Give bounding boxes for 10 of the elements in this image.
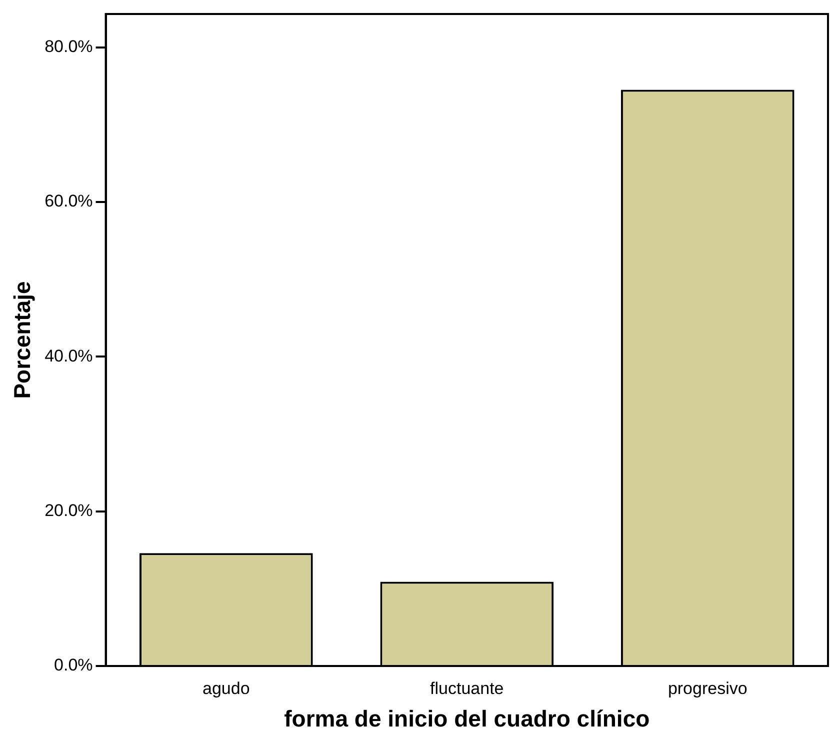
y-tick-label: 20.0% bbox=[44, 501, 93, 520]
y-axis-title: Porcentaje bbox=[9, 281, 36, 399]
x-tick-label: progresivo bbox=[668, 678, 748, 698]
y-tick-label: 40.0% bbox=[44, 346, 93, 366]
x-tick-label: fluctuante bbox=[430, 678, 504, 698]
x-axis-title: forma de inicio del cuadro clínico bbox=[284, 706, 650, 732]
y-tick-label: 80.0% bbox=[44, 36, 93, 56]
y-tick-label: 60.0% bbox=[44, 192, 93, 211]
y-tick-label: 0.0% bbox=[54, 656, 93, 675]
x-tick-label: agudo bbox=[202, 678, 250, 698]
